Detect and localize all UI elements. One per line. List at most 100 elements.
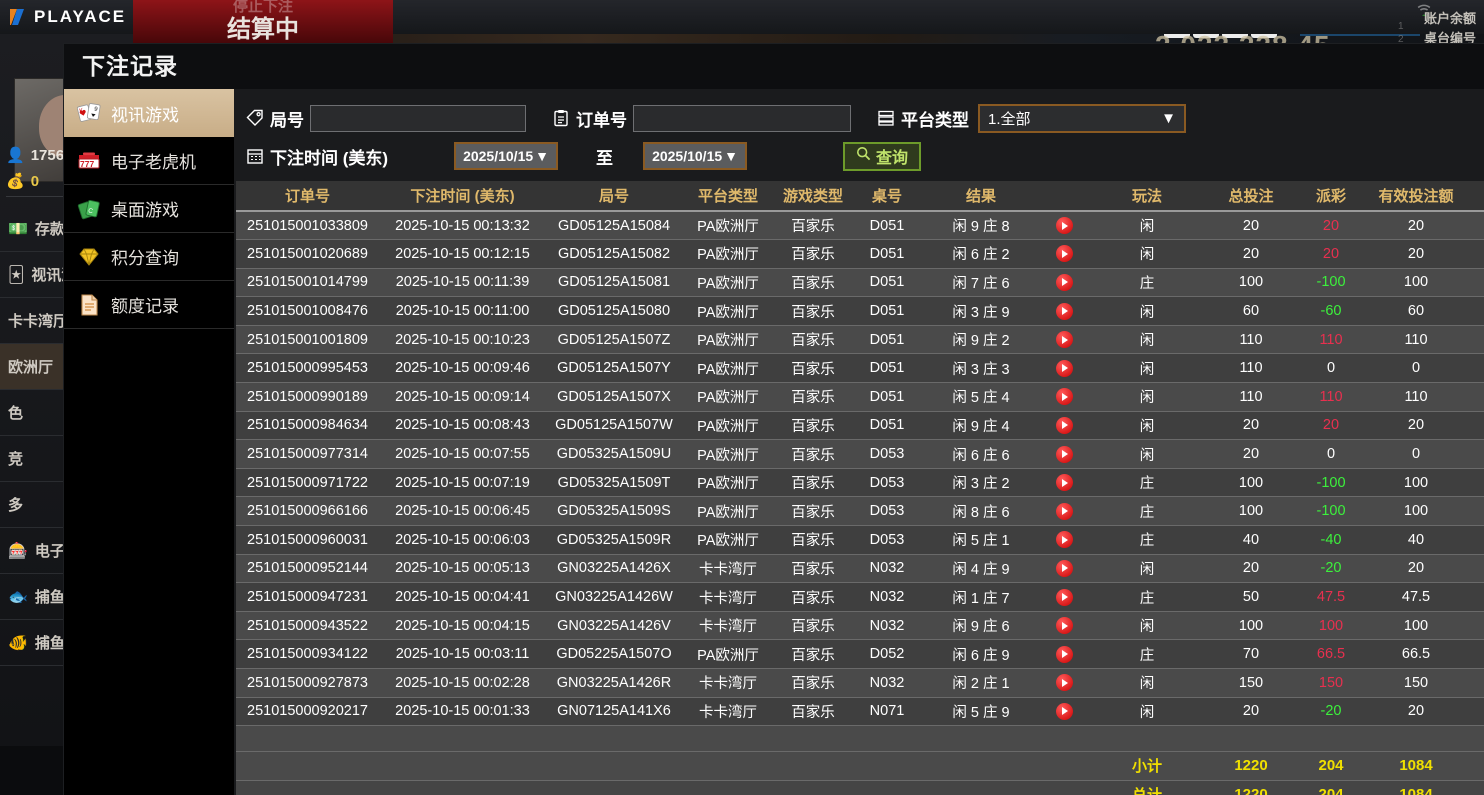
table-row[interactable]: 251015000943522 2025-10-15 00:04:15 GN0322… — [236, 611, 1484, 641]
total-bet-cell: 40 — [1206, 525, 1296, 555]
col-status[interactable]: 状态 — [1466, 181, 1484, 212]
valid-bet-cell: 20 — [1366, 697, 1466, 727]
play-icon[interactable] — [1055, 559, 1073, 577]
play-icon[interactable] — [1055, 702, 1073, 720]
search-button[interactable]: 查询 — [843, 141, 922, 171]
table-row[interactable]: 251015000947231 2025-10-15 00:04:41 GN0322… — [236, 582, 1484, 612]
table-row[interactable]: 251015001033809 2025-10-15 00:13:32 GD0512… — [236, 211, 1484, 241]
replay-button-cell[interactable] — [1040, 411, 1088, 441]
col-play-type[interactable]: 玩法 — [1088, 181, 1206, 212]
platform-cell: PA欧洲厅 — [682, 525, 774, 555]
table-row[interactable]: 251015000984634 2025-10-15 00:08:43 GD0512… — [236, 411, 1484, 441]
replay-button-cell[interactable] — [1040, 525, 1088, 555]
replay-button-cell[interactable] — [1040, 697, 1088, 727]
round-cell: GD05325A1509S — [546, 496, 682, 527]
status-cell: 已派彩 — [1466, 439, 1484, 469]
play-icon[interactable] — [1055, 645, 1073, 663]
replay-button-cell[interactable] — [1040, 439, 1088, 469]
total-bet-cell: 70 — [1206, 639, 1296, 669]
table-row[interactable]: 251015000966166 2025-10-15 00:06:45 GD0532… — [236, 496, 1484, 527]
spacer-cell — [852, 725, 922, 753]
play-icon[interactable] — [1055, 617, 1073, 635]
bet-stop-label: 停止下注 — [232, 0, 293, 15]
game-type-cell: 百家乐 — [774, 668, 852, 698]
col-order[interactable]: 订单号 — [236, 181, 379, 212]
replay-button-cell[interactable] — [1040, 239, 1088, 269]
table-row[interactable]: 251015000960031 2025-10-15 00:06:03 GD0532… — [236, 525, 1484, 555]
play-icon[interactable] — [1055, 302, 1073, 320]
replay-button-cell[interactable] — [1040, 268, 1088, 298]
replay-button-cell[interactable] — [1040, 468, 1088, 498]
play-icon[interactable] — [1055, 416, 1073, 434]
table-row[interactable]: 251015000920217 2025-10-15 00:01:33 GN0712… — [236, 697, 1484, 727]
replay-button-cell[interactable] — [1040, 353, 1088, 384]
play-icon[interactable] — [1055, 674, 1073, 692]
replay-button-cell[interactable] — [1040, 611, 1088, 641]
nav-item-table-games[interactable]: C 桌面游戏 — [64, 185, 234, 233]
table-row[interactable]: 251015000927873 2025-10-15 00:02:28 GN0322… — [236, 668, 1484, 698]
play-type-cell: 闲 — [1088, 611, 1206, 641]
replay-button-cell[interactable] — [1040, 296, 1088, 326]
payout-cell: -40 — [1296, 525, 1366, 555]
nav-item-live-games[interactable]: K 9 视讯游戏 — [64, 89, 248, 137]
play-icon[interactable] — [1055, 217, 1073, 235]
col-round[interactable]: 局号 — [546, 181, 682, 212]
col-valid-bet[interactable]: 有效投注额 — [1366, 181, 1466, 212]
replay-button-cell[interactable] — [1040, 325, 1088, 355]
col-time[interactable]: 下注时间 (美东) — [379, 181, 546, 212]
col-table-no[interactable]: 桌号 — [852, 181, 922, 212]
date-from-picker[interactable]: 2025/10/15 ▼ — [454, 142, 559, 170]
replay-button-cell[interactable] — [1040, 668, 1088, 698]
play-icon[interactable] — [1055, 331, 1073, 349]
round-cell: GD05125A1507X — [546, 382, 682, 412]
replay-button-cell[interactable] — [1040, 382, 1088, 412]
col-total-bet[interactable]: 总投注 — [1206, 181, 1296, 212]
table-row[interactable]: 251015001020689 2025-10-15 00:12:15 GD0512… — [236, 239, 1484, 269]
nav-item-slot-machines[interactable]: 777 电子老虎机 — [64, 137, 234, 185]
order-number-input[interactable] — [633, 104, 851, 132]
valid-bet-cell: 100 — [1366, 468, 1466, 498]
table-row[interactable]: 251015000971722 2025-10-15 00:07:19 GD0532… — [236, 468, 1484, 498]
nav-item-points-query[interactable]: 积分查询 — [64, 233, 234, 281]
payout-cell: -20 — [1296, 697, 1366, 727]
replay-button-cell[interactable] — [1040, 211, 1088, 241]
valid-bet-cell: 110 — [1366, 325, 1466, 355]
table-row[interactable]: 251015000977314 2025-10-15 00:07:55 GD0532… — [236, 439, 1484, 469]
payout-cell: -20 — [1296, 554, 1366, 584]
replay-button-cell[interactable] — [1040, 496, 1088, 527]
play-icon[interactable] — [1055, 502, 1073, 520]
table-row[interactable]: 251015001014799 2025-10-15 00:11:39 GD0512… — [236, 268, 1484, 298]
play-icon[interactable] — [1055, 359, 1073, 377]
play-icon[interactable] — [1055, 245, 1073, 263]
nav-item-credit-records[interactable]: 额度记录 — [64, 281, 234, 329]
result-cell: 闲 1 庄 7 — [922, 582, 1040, 612]
col-result[interactable]: 结果 — [922, 181, 1040, 212]
col-payout[interactable]: 派彩 — [1296, 181, 1366, 212]
replay-button-cell[interactable] — [1040, 582, 1088, 612]
play-icon[interactable] — [1055, 531, 1073, 549]
table-row[interactable]: 251015000952144 2025-10-15 00:05:13 GN0322… — [236, 554, 1484, 584]
replay-button-cell[interactable] — [1040, 554, 1088, 584]
cards-icon: 🃏 — [8, 266, 25, 284]
result-cell: 闲 8 庄 6 — [922, 496, 1040, 527]
play-type-cell: 闲 — [1088, 697, 1206, 727]
table-row[interactable]: 251015001008476 2025-10-15 00:11:00 GD0512… — [236, 296, 1484, 326]
table-row[interactable]: 251015000995453 2025-10-15 00:09:46 GD0512… — [236, 353, 1484, 384]
platform-type-select[interactable]: 1.全部 ▼ — [978, 103, 1186, 133]
play-icon[interactable] — [1055, 445, 1073, 463]
table-row[interactable]: 251015000990189 2025-10-15 00:09:14 GD0512… — [236, 382, 1484, 412]
col-platform[interactable]: 平台类型 — [682, 181, 774, 212]
table-row[interactable]: 251015001001809 2025-10-15 00:10:23 GD0512… — [236, 325, 1484, 355]
play-icon[interactable] — [1055, 273, 1073, 291]
replay-button-cell[interactable] — [1040, 639, 1088, 669]
play-icon[interactable] — [1055, 588, 1073, 606]
play-icon[interactable] — [1055, 388, 1073, 406]
result-cell: 闲 6 庄 6 — [922, 439, 1040, 469]
round-number-input[interactable] — [310, 104, 526, 132]
result-cell: 闲 9 庄 2 — [922, 325, 1040, 355]
platform-cell: PA欧洲厅 — [682, 325, 774, 355]
play-icon[interactable] — [1055, 474, 1073, 492]
col-game-type[interactable]: 游戏类型 — [774, 181, 852, 212]
date-to-picker[interactable]: 2025/10/15 ▼ — [643, 142, 748, 170]
table-row[interactable]: 251015000934122 2025-10-15 00:03:11 GD0522… — [236, 639, 1484, 669]
